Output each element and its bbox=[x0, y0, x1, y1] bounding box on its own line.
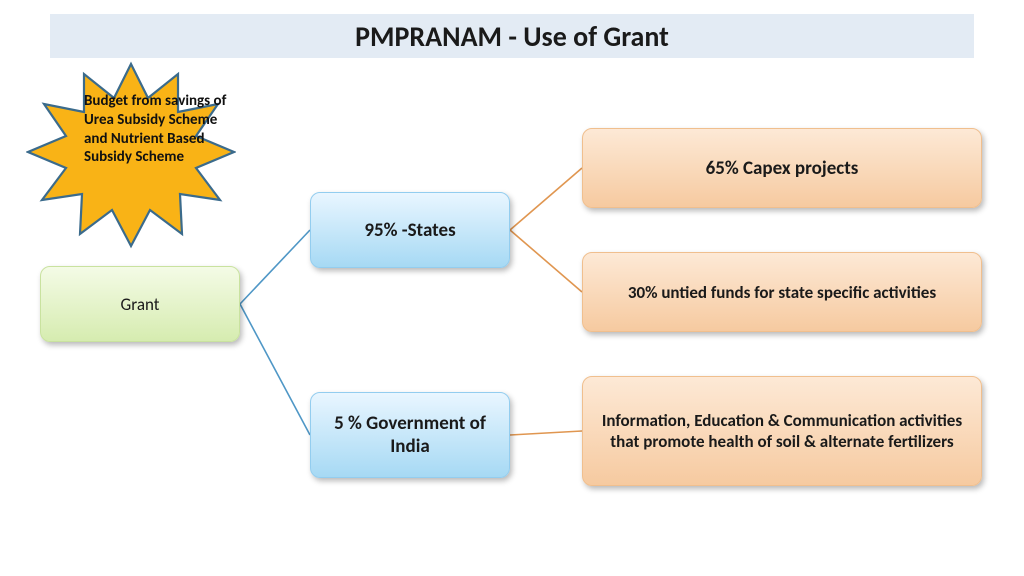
node-iec: Information, Education & Communication a… bbox=[582, 376, 982, 486]
node-goi: 5 % Government of India bbox=[310, 392, 510, 478]
node-capex: 65% Capex projects bbox=[582, 128, 982, 208]
node-states: 95% -States bbox=[310, 192, 510, 268]
node-grant: Grant bbox=[40, 266, 240, 342]
node-untied: 30% untied funds for state specific acti… bbox=[582, 252, 982, 332]
